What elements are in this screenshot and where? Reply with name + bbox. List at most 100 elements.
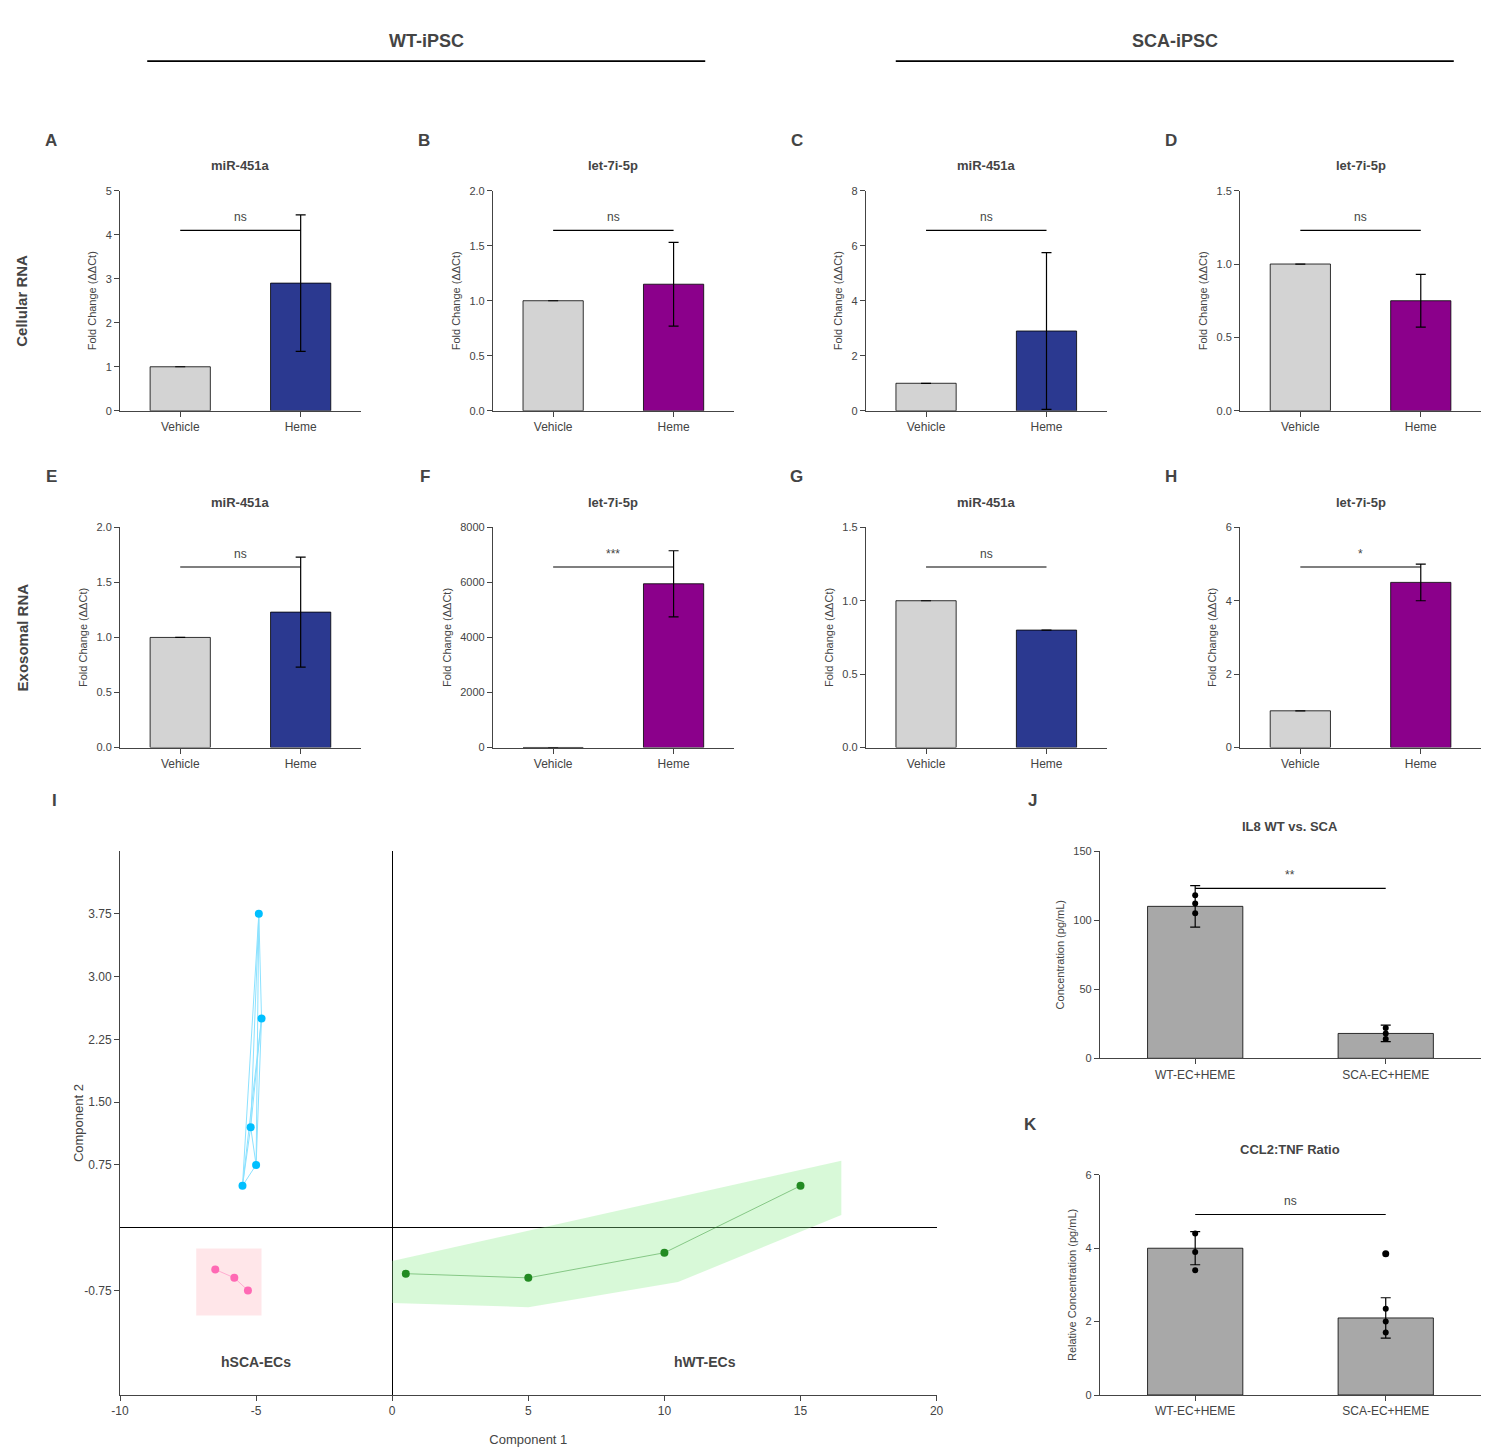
svg-text:20: 20 bbox=[930, 1404, 944, 1418]
svg-text:2.0: 2.0 bbox=[97, 521, 112, 533]
svg-text:D: D bbox=[1165, 131, 1177, 150]
svg-text:0.0: 0.0 bbox=[1217, 405, 1232, 417]
svg-text:A: A bbox=[45, 131, 57, 150]
svg-text:SCA-EC+HEME: SCA-EC+HEME bbox=[1342, 1404, 1429, 1418]
svg-text:2: 2 bbox=[1086, 1315, 1092, 1327]
svg-text:Vehicle: Vehicle bbox=[1281, 420, 1320, 434]
svg-text:3.75: 3.75 bbox=[88, 907, 112, 921]
svg-text:miR-451a: miR-451a bbox=[211, 158, 270, 173]
svg-text:0: 0 bbox=[106, 405, 112, 417]
svg-text:8: 8 bbox=[852, 185, 858, 197]
svg-text:G: G bbox=[790, 467, 803, 486]
svg-text:3: 3 bbox=[106, 273, 112, 285]
svg-text:4: 4 bbox=[852, 295, 858, 307]
svg-text:-0.75: -0.75 bbox=[84, 1284, 112, 1298]
svg-text:Heme: Heme bbox=[285, 420, 317, 434]
svg-text:Heme: Heme bbox=[285, 757, 317, 771]
svg-text:**: ** bbox=[1285, 868, 1295, 882]
svg-text:1: 1 bbox=[106, 361, 112, 373]
svg-text:IL8 WT vs. SCA: IL8 WT vs. SCA bbox=[1242, 819, 1338, 834]
svg-text:WT-iPSC: WT-iPSC bbox=[389, 31, 464, 51]
svg-text:50: 50 bbox=[1079, 983, 1091, 995]
svg-text:100: 100 bbox=[1073, 914, 1091, 926]
svg-text:Fold Change (ΔΔCt): Fold Change (ΔΔCt) bbox=[1197, 251, 1209, 350]
svg-text:ns: ns bbox=[607, 210, 620, 224]
svg-text:4000: 4000 bbox=[460, 631, 484, 643]
svg-text:150: 150 bbox=[1073, 845, 1091, 857]
svg-text:5: 5 bbox=[106, 185, 112, 197]
svg-text:ns: ns bbox=[1284, 1194, 1297, 1208]
svg-text:2.25: 2.25 bbox=[88, 1033, 112, 1047]
svg-text:0.5: 0.5 bbox=[97, 686, 112, 698]
svg-text:-5: -5 bbox=[251, 1404, 262, 1418]
svg-text:miR-451a: miR-451a bbox=[957, 158, 1016, 173]
svg-text:let-7i-5p: let-7i-5p bbox=[588, 158, 638, 173]
svg-text:Vehicle: Vehicle bbox=[1281, 757, 1320, 771]
svg-text:ns: ns bbox=[980, 210, 993, 224]
svg-text:0: 0 bbox=[389, 1404, 396, 1418]
svg-text:Vehicle: Vehicle bbox=[907, 757, 946, 771]
svg-text:0.5: 0.5 bbox=[842, 668, 857, 680]
svg-text:Vehicle: Vehicle bbox=[534, 420, 573, 434]
svg-text:2: 2 bbox=[852, 350, 858, 362]
svg-text:0: 0 bbox=[479, 741, 485, 753]
svg-text:Fold Change (ΔΔCt): Fold Change (ΔΔCt) bbox=[832, 251, 844, 350]
svg-text:K: K bbox=[1024, 1115, 1037, 1134]
svg-text:1.5: 1.5 bbox=[842, 521, 857, 533]
svg-text:-10: -10 bbox=[111, 1404, 129, 1418]
svg-text:6: 6 bbox=[1226, 521, 1232, 533]
svg-text:2: 2 bbox=[106, 317, 112, 329]
svg-text:4: 4 bbox=[1226, 595, 1232, 607]
svg-text:J: J bbox=[1028, 791, 1037, 810]
svg-text:0: 0 bbox=[852, 405, 858, 417]
svg-text:Fold Change (ΔΔCt): Fold Change (ΔΔCt) bbox=[1206, 588, 1218, 687]
svg-text:Vehicle: Vehicle bbox=[534, 757, 573, 771]
svg-text:Fold Change (ΔΔCt): Fold Change (ΔΔCt) bbox=[450, 251, 462, 350]
svg-text:Vehicle: Vehicle bbox=[907, 420, 946, 434]
svg-text:1.5: 1.5 bbox=[1217, 185, 1232, 197]
svg-text:4: 4 bbox=[1086, 1242, 1092, 1254]
svg-text:0.0: 0.0 bbox=[469, 405, 484, 417]
svg-text:1.0: 1.0 bbox=[469, 295, 484, 307]
svg-text:6: 6 bbox=[852, 240, 858, 252]
svg-text:Heme: Heme bbox=[658, 757, 690, 771]
svg-text:WT-EC+HEME: WT-EC+HEME bbox=[1155, 1068, 1235, 1082]
svg-text:2.0: 2.0 bbox=[469, 185, 484, 197]
svg-text:Relative Concentration (pg/mL): Relative Concentration (pg/mL) bbox=[1066, 1209, 1078, 1361]
svg-text:SCA-EC+HEME: SCA-EC+HEME bbox=[1342, 1068, 1429, 1082]
svg-text:1.0: 1.0 bbox=[842, 595, 857, 607]
svg-text:0.5: 0.5 bbox=[1217, 331, 1232, 343]
svg-text:1.5: 1.5 bbox=[97, 576, 112, 588]
svg-text:0.5: 0.5 bbox=[469, 350, 484, 362]
svg-text:Fold Change (ΔΔCt): Fold Change (ΔΔCt) bbox=[441, 588, 453, 687]
svg-text:2: 2 bbox=[1226, 668, 1232, 680]
svg-text:miR-451a: miR-451a bbox=[957, 495, 1016, 510]
svg-text:Vehicle: Vehicle bbox=[161, 420, 200, 434]
svg-text:hWT-ECs: hWT-ECs bbox=[674, 1354, 736, 1370]
svg-text:CCL2:TNF Ratio: CCL2:TNF Ratio bbox=[1240, 1142, 1340, 1157]
svg-text:Heme: Heme bbox=[1405, 757, 1437, 771]
svg-text:Heme: Heme bbox=[1030, 757, 1062, 771]
svg-text:0: 0 bbox=[1226, 741, 1232, 753]
svg-text:hSCA-ECs: hSCA-ECs bbox=[221, 1354, 291, 1370]
svg-text:5: 5 bbox=[525, 1404, 532, 1418]
svg-text:Component 2: Component 2 bbox=[71, 1084, 86, 1162]
svg-text:0: 0 bbox=[1086, 1389, 1092, 1401]
svg-text:let-7i-5p: let-7i-5p bbox=[1336, 495, 1386, 510]
svg-text:3.00: 3.00 bbox=[88, 970, 112, 984]
svg-text:0: 0 bbox=[1086, 1052, 1092, 1064]
svg-text:ns: ns bbox=[234, 547, 247, 561]
svg-text:0.0: 0.0 bbox=[842, 741, 857, 753]
svg-text:SCA-iPSC: SCA-iPSC bbox=[1132, 31, 1218, 51]
svg-text:ns: ns bbox=[234, 210, 247, 224]
svg-text:E: E bbox=[46, 467, 57, 486]
svg-text:0.0: 0.0 bbox=[97, 741, 112, 753]
svg-text:Fold Change (ΔΔCt): Fold Change (ΔΔCt) bbox=[823, 588, 835, 687]
svg-text:C: C bbox=[791, 131, 803, 150]
svg-text:Component 1: Component 1 bbox=[489, 1432, 567, 1447]
svg-text:I: I bbox=[52, 791, 57, 810]
svg-text:ns: ns bbox=[980, 547, 993, 561]
svg-text:6000: 6000 bbox=[460, 576, 484, 588]
svg-text:Vehicle: Vehicle bbox=[161, 757, 200, 771]
svg-text:ns: ns bbox=[1354, 210, 1367, 224]
